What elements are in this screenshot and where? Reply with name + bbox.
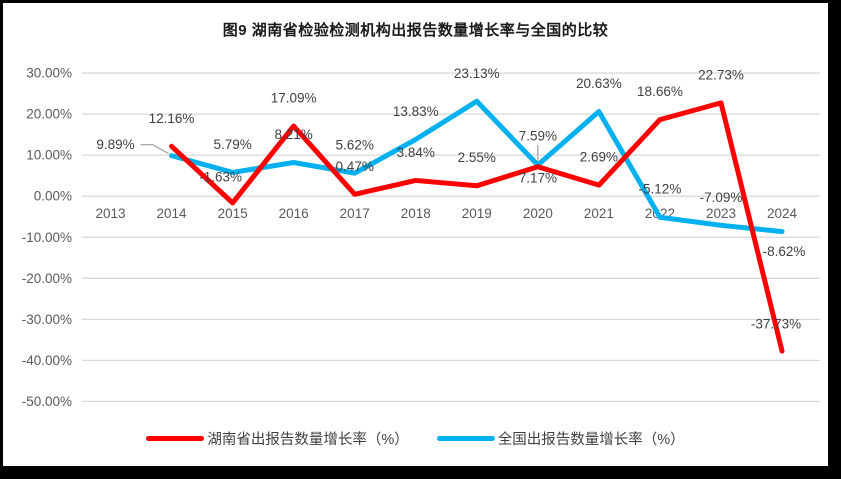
x-tick-label: 2014 bbox=[157, 206, 188, 221]
y-tick-label: 20.00% bbox=[26, 107, 72, 122]
national-line-swatch-icon bbox=[436, 436, 495, 441]
y-tick-label: -20.00% bbox=[22, 271, 72, 286]
data-label: 9.89% bbox=[96, 137, 134, 152]
legend-item-national: 全国出报告数量增长率（%） bbox=[436, 428, 685, 449]
y-tick-label: 30.00% bbox=[26, 66, 72, 81]
hunan-line-swatch-icon bbox=[146, 436, 205, 441]
x-tick-label: 2021 bbox=[584, 206, 614, 221]
legend-label-national: 全国出报告数量增长率（%） bbox=[497, 432, 685, 448]
chart-legend: 湖南省出报告数量增长率（%） 全国出报告数量增长率（%） bbox=[3, 428, 828, 449]
x-tick-label: 2019 bbox=[462, 206, 492, 221]
y-tick-label: -40.00% bbox=[22, 353, 72, 368]
data-label: 23.13% bbox=[454, 66, 500, 81]
data-label: 22.73% bbox=[698, 67, 744, 82]
data-label: 18.66% bbox=[637, 84, 683, 99]
x-tick-label: 2016 bbox=[279, 206, 309, 221]
legend-label-hunan: 湖南省出报告数量增长率（%） bbox=[207, 432, 409, 448]
data-label: -5.12% bbox=[639, 182, 682, 197]
legend-item-hunan: 湖南省出报告数量增长率（%） bbox=[146, 428, 409, 449]
x-tick-label: 2015 bbox=[218, 206, 248, 221]
x-tick-label: 2020 bbox=[523, 206, 553, 221]
data-label: 5.79% bbox=[213, 137, 251, 152]
data-label: -7.09% bbox=[700, 190, 743, 205]
data-label: 3.84% bbox=[397, 145, 435, 160]
x-tick-label: 2018 bbox=[401, 206, 431, 221]
y-tick-label: -10.00% bbox=[22, 230, 72, 245]
x-tick-label: 2013 bbox=[95, 206, 125, 221]
data-label: -1.63% bbox=[199, 169, 242, 184]
chart-canvas bbox=[3, 3, 828, 466]
data-label: -8.62% bbox=[763, 244, 806, 259]
x-tick-label: 2024 bbox=[767, 206, 798, 221]
data-label: 2.55% bbox=[458, 150, 496, 165]
data-label: 12.16% bbox=[149, 111, 195, 126]
data-label: 20.63% bbox=[576, 76, 622, 91]
y-tick-label: -30.00% bbox=[22, 312, 72, 327]
data-label: 5.62% bbox=[336, 138, 374, 153]
data-label: 2.69% bbox=[580, 150, 618, 165]
data-label: 13.83% bbox=[393, 104, 439, 119]
label-leader-line bbox=[140, 143, 169, 155]
chart-title: 图9 湖南省检验检测机构出报告数量增长率与全国的比较 bbox=[222, 22, 609, 39]
data-label: 7.59% bbox=[519, 129, 557, 144]
x-tick-label: 2023 bbox=[706, 206, 736, 221]
data-label: 17.09% bbox=[271, 91, 317, 106]
data-label: 7.17% bbox=[519, 170, 557, 185]
data-label: -37.73% bbox=[751, 317, 801, 332]
x-tick-label: 2017 bbox=[340, 206, 370, 221]
y-tick-label: 0.00% bbox=[34, 189, 72, 204]
data-label: 8.21% bbox=[275, 127, 313, 142]
series-line bbox=[169, 98, 785, 235]
series-line bbox=[169, 100, 785, 354]
data-label: 0.47% bbox=[336, 159, 374, 174]
y-tick-label: -50.00% bbox=[22, 394, 72, 409]
y-tick-label: 10.00% bbox=[26, 148, 72, 163]
